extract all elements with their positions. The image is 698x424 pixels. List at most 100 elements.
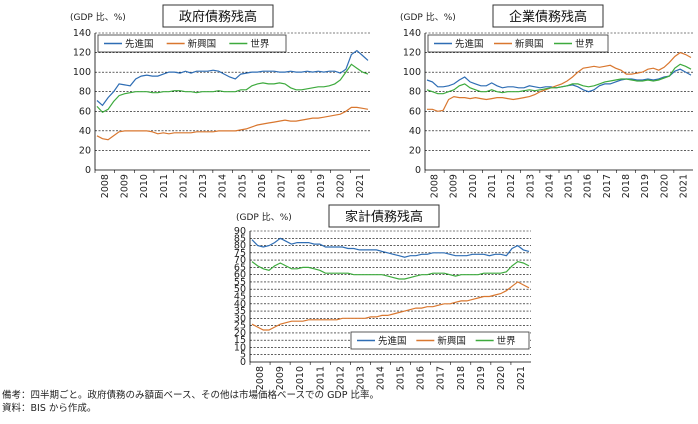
x-tick-label: 2008 [100, 174, 111, 198]
x-tick-label: 2019 [640, 174, 651, 198]
y-tick-label: 60 [79, 106, 91, 117]
series-line-world [251, 260, 530, 280]
y-tick-label: 20 [79, 145, 91, 156]
y-tick-label: 80 [79, 87, 91, 98]
y-tick-label: 30 [234, 313, 246, 324]
legend-box [350, 331, 530, 350]
chart-title: 企業債務残高 [509, 9, 587, 25]
y-tick-label: 85 [234, 233, 246, 244]
y-tick-label: 75 [234, 248, 246, 259]
chart-3: 家計債務残高 (GDP 比、%) 0510152025303540455055606… [234, 204, 531, 390]
x-tick-label: 2018 [296, 174, 307, 198]
y-tick-label: 90 [234, 226, 246, 237]
x-tick-label: 2021 [678, 174, 689, 198]
chart-title: 家計債務残高 [345, 209, 423, 225]
chart-title-box [328, 204, 440, 228]
x-tick-label: 2008 [430, 174, 441, 198]
series-line-advanced [251, 237, 530, 258]
x-tick-label: 2017 [436, 366, 447, 390]
y-tick-label: 60 [234, 270, 246, 281]
legend-box [427, 34, 609, 53]
x-tick-label: 2019 [316, 174, 327, 198]
chart-1: 政府債務残高 (GDP 比、%) 0 20 40 60 80 100 120 140 2008 200… [70, 4, 370, 198]
x-tick-label: 2010 [295, 366, 306, 390]
y-tick-label: 120 [403, 48, 421, 59]
legend-label-world: 世界 [497, 335, 517, 347]
x-tick-label: 2018 [621, 174, 632, 198]
y-tick-label: 35 [234, 306, 246, 317]
legend-label-world: 世界 [250, 38, 270, 50]
y-axis-label: (GDP 比、%) [400, 11, 456, 23]
y-tick-label: 55 [234, 277, 246, 288]
x-tick-label: 2021 [516, 366, 527, 390]
chart-title-box [162, 4, 274, 28]
y-tick-label: 25 [234, 321, 246, 332]
x-tick-label: 2014 [218, 174, 229, 198]
legend-label-advanced: 先進国 [125, 38, 154, 50]
y-tick-label: 140 [403, 28, 421, 39]
note-remarks: 備考：四半期ごと。政府債務のみ額面ベース、その他は市場価格ベースでの GDP 比… [2, 390, 379, 401]
y-tick-label: 80 [234, 241, 246, 252]
x-tick-label: 2011 [315, 366, 326, 390]
chart-title: 政府債務残高 [179, 9, 257, 25]
x-tick-label: 2009 [275, 366, 286, 390]
y-tick-label: 40 [234, 299, 246, 310]
x-tick-label: 2018 [456, 366, 467, 390]
series-line-emerging [251, 281, 530, 331]
y-tick-label: 65 [234, 262, 246, 273]
x-tick-label: 2011 [159, 174, 170, 198]
x-tick-label: 2016 [257, 174, 268, 198]
x-tick-label: 2016 [583, 174, 594, 198]
y-axis-label: (GDP 比、%) [70, 11, 126, 23]
y-tick-label: 50 [234, 284, 246, 295]
notes: 備考：四半期ごと。政府債務のみ額面ベース、その他は市場価格ベースでの GDP 比… [2, 389, 379, 415]
y-tick-label: 100 [403, 67, 421, 78]
y-tick-label: 80 [409, 87, 421, 98]
y-tick-label: 0 [85, 165, 91, 176]
y-tick-label: 45 [234, 292, 246, 303]
y-tick-label: 5 [240, 350, 246, 361]
y-tick-label: 10 [234, 342, 246, 353]
x-tick-label: 2008 [255, 366, 266, 390]
y-tick-label: 70 [234, 255, 246, 266]
x-tick-label: 2009 [449, 174, 460, 198]
legend-box [97, 34, 287, 53]
y-tick-label: 20 [409, 145, 421, 156]
legend-label-emerging: 新興国 [437, 335, 466, 347]
x-tick-label: 2010 [139, 174, 150, 198]
series-line-advanced [96, 49, 369, 107]
y-tick-label: 40 [79, 126, 91, 137]
legend-label-advanced: 先進国 [455, 38, 484, 50]
y-tick-label: 0 [415, 165, 421, 176]
x-tick-label: 2013 [355, 366, 366, 390]
series-line-emerging [427, 51, 692, 112]
y-tick-label: 15 [234, 335, 246, 346]
series-line-emerging [96, 106, 369, 141]
y-tick-label: 140 [73, 28, 91, 39]
x-tick-label: 2013 [525, 174, 536, 198]
y-tick-label: 20 [234, 328, 246, 339]
y-tick-label: 120 [73, 48, 91, 59]
y-axis-label: (GDP 比、%) [236, 211, 292, 223]
x-tick-label: 2020 [496, 366, 507, 390]
x-tick-label: 2020 [336, 174, 347, 198]
x-tick-label: 2013 [198, 174, 209, 198]
note-source: 資料：BIS から作成。 [2, 403, 97, 414]
x-tick-label: 2012 [506, 174, 517, 198]
y-tick-label: 60 [409, 106, 421, 117]
x-tick-label: 2012 [335, 366, 346, 390]
x-tick-label: 2020 [659, 174, 670, 198]
legend-label-emerging: 新興国 [515, 38, 544, 50]
x-tick-label: 2019 [476, 366, 487, 390]
x-tick-label: 2016 [416, 366, 427, 390]
x-tick-label: 2014 [544, 174, 555, 198]
x-tick-label: 2012 [178, 174, 189, 198]
x-tick-label: 2017 [602, 174, 613, 198]
x-tick-label: 2021 [355, 174, 366, 198]
series-line-world [96, 63, 369, 114]
y-tick-label: 40 [409, 126, 421, 137]
x-tick-label: 2015 [396, 366, 407, 390]
series-line-world [426, 63, 692, 95]
x-tick-label: 2015 [564, 174, 575, 198]
